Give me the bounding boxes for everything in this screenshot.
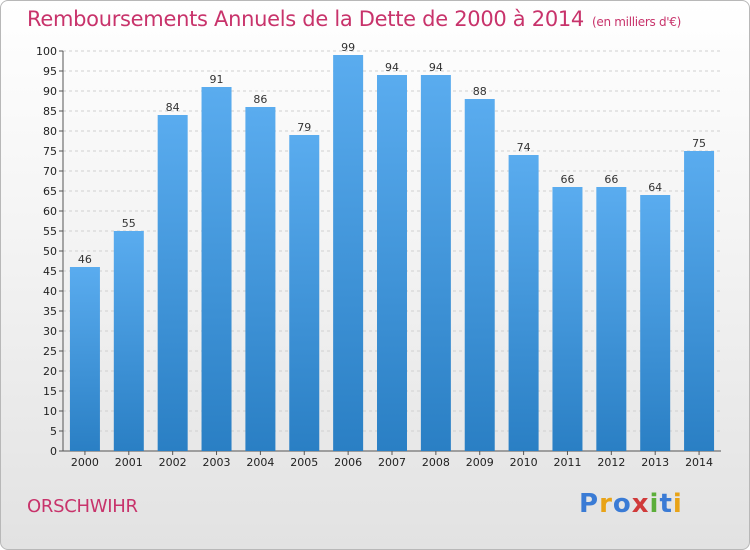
y-tick-label: 40 <box>43 285 57 298</box>
value-labels: 46 55 84 91 86 79 99 94 94 88 74 66 66 64 75 <box>78 41 706 266</box>
y-tick-label: 65 <box>43 185 57 198</box>
y-tick-label: 30 <box>43 325 57 338</box>
bar-value-label: 84 <box>166 101 180 114</box>
x-tick-label: 2003 <box>203 456 231 469</box>
bar <box>684 151 715 451</box>
y-tick-label: 95 <box>43 65 57 78</box>
logo-letter: x <box>631 489 650 519</box>
x-tick-label: 2014 <box>685 456 713 469</box>
bar <box>640 195 671 451</box>
x-tick-label: 2009 <box>466 456 494 469</box>
y-tick-label: 10 <box>43 405 57 418</box>
bar-value-label: 46 <box>78 253 92 266</box>
x-tick-label: 2010 <box>510 456 538 469</box>
y-tick-label: 85 <box>43 105 57 118</box>
chart-title-text: Remboursements Annuels de la Dette de 20… <box>27 7 584 31</box>
x-tick-label: 2011 <box>553 456 581 469</box>
x-tick-label: 2013 <box>641 456 669 469</box>
bars <box>69 55 715 451</box>
bar <box>333 55 364 451</box>
bar-value-label: 79 <box>297 121 311 134</box>
bar-value-label: 94 <box>429 61 443 74</box>
bar-value-label: 74 <box>517 141 531 154</box>
bar <box>552 187 583 451</box>
city-name: ORSCHWIHR <box>27 496 138 517</box>
chart-subtitle: (en milliers d'€) <box>592 15 682 29</box>
bar-value-label: 66 <box>560 173 574 186</box>
x-tick-label: 2006 <box>334 456 362 469</box>
x-tick-label: 2002 <box>159 456 187 469</box>
y-tick-label: 60 <box>43 205 57 218</box>
bar <box>464 99 495 451</box>
y-tick-label: 5 <box>50 425 57 438</box>
y-tick-label: 15 <box>43 385 57 398</box>
bar <box>289 135 320 451</box>
x-tick-label: 2004 <box>246 456 274 469</box>
bar <box>420 75 451 451</box>
y-tick-label: 25 <box>43 345 57 358</box>
bar-value-label: 88 <box>473 85 487 98</box>
y-tick-label: 70 <box>43 165 57 178</box>
bar-value-label: 91 <box>210 73 224 86</box>
logo-letter: t <box>659 489 673 519</box>
proxiti-logo: Proxiti <box>579 489 683 519</box>
y-tick-label: 75 <box>43 145 57 158</box>
y-tick-label: 20 <box>43 365 57 378</box>
y-tick-label: 100 <box>36 45 57 58</box>
bar-value-label: 94 <box>385 61 399 74</box>
chart-title: Remboursements Annuels de la Dette de 20… <box>27 7 681 31</box>
bar <box>508 155 539 451</box>
x-tick-label: 2012 <box>597 456 625 469</box>
x-tick-label: 2001 <box>115 456 143 469</box>
bar <box>245 107 276 451</box>
y-tick-label: 50 <box>43 245 57 258</box>
bar <box>377 75 407 451</box>
bar-value-label: 66 <box>604 173 618 186</box>
bar-value-label: 99 <box>341 41 355 54</box>
bar <box>596 187 627 451</box>
y-tick-label: 55 <box>43 225 57 238</box>
logo-letter: i <box>672 489 683 519</box>
y-tick-label: 35 <box>43 305 57 318</box>
bar <box>201 87 232 451</box>
logo-letter: i <box>649 489 660 519</box>
axes: 0 5 10 15 20 25 30 35 40 45 50 55 60 65 70 75 80 85 90 95 10… <box>36 45 721 469</box>
x-tick-label: 2007 <box>378 456 406 469</box>
bar-value-label: 75 <box>692 137 706 150</box>
bar-value-label: 64 <box>648 181 662 194</box>
bar <box>157 115 188 451</box>
x-tick-label: 2008 <box>422 456 450 469</box>
bar <box>113 231 144 451</box>
bar <box>69 267 100 451</box>
x-tick-label: 2000 <box>71 456 99 469</box>
y-tick-label: 80 <box>43 125 57 138</box>
bar-value-label: 86 <box>253 93 267 106</box>
logo-letter: o <box>612 489 632 519</box>
y-tick-label: 45 <box>43 265 57 278</box>
y-tick-label: 90 <box>43 85 57 98</box>
bar-value-label: 55 <box>122 217 136 230</box>
y-tick-label: 0 <box>50 445 57 458</box>
logo-letter: P <box>579 489 600 519</box>
logo-letter: r <box>599 489 613 519</box>
x-tick-label: 2005 <box>290 456 318 469</box>
